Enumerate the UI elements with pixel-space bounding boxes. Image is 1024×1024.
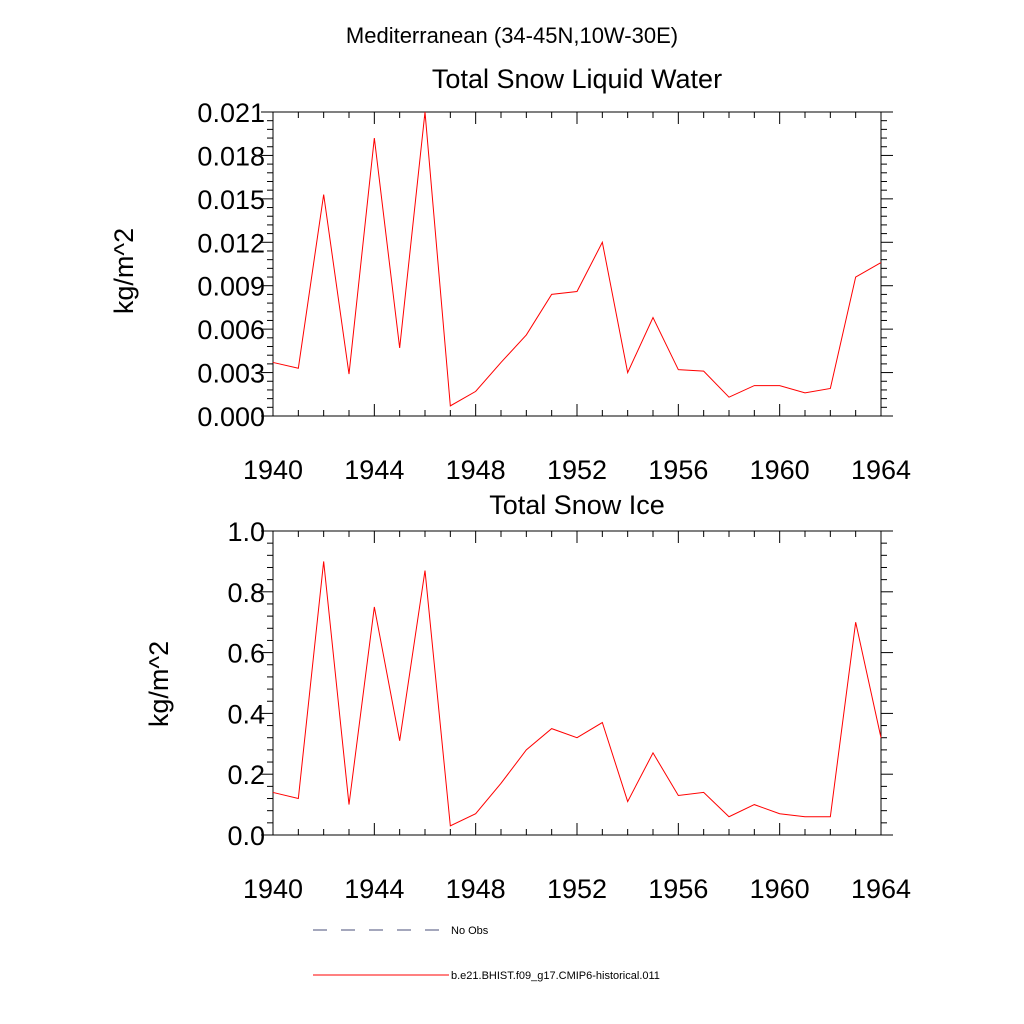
chart-panel-snow-liquid-water: Total Snow Liquid Water kg/m^2 1940 1944 1…: [109, 64, 911, 485]
panel-title: Total Snow Ice: [489, 490, 665, 520]
y-tick-label: 0.000: [197, 402, 265, 432]
panel-title: Total Snow Liquid Water: [432, 64, 722, 94]
x-tick-label: 1944: [344, 455, 404, 485]
x-tick-label: 1964: [851, 455, 911, 485]
legend-label-no-obs: No Obs: [451, 925, 489, 937]
series-line: [272, 561, 882, 827]
x-tick-label: 1948: [446, 455, 506, 485]
figure-title: Mediterranean (34-45N,10W-30E): [346, 23, 678, 48]
legend-label-model: b.e21.BHIST.f09_g17.CMIP6-historical.011: [451, 970, 660, 982]
y-tick-label: 0.6: [227, 639, 265, 669]
y-axis-title: kg/m^2: [144, 641, 174, 727]
x-tick-label: 1960: [750, 874, 810, 904]
x-tick-label: 1960: [750, 455, 810, 485]
y-tick-label: 0.006: [197, 315, 265, 345]
y-tick-label: 0.4: [227, 699, 265, 729]
y-tick-label: 0.015: [197, 185, 265, 215]
x-tick-label: 1944: [344, 874, 404, 904]
y-tick-label: 0.021: [197, 98, 265, 128]
y-tick-label: 0.0: [227, 821, 265, 851]
x-tick-label: 1952: [547, 874, 607, 904]
y-tick-label: 1.0: [227, 517, 265, 547]
y-tick-label: 0.009: [197, 272, 265, 302]
y-axis-title: kg/m^2: [109, 228, 139, 314]
x-tick-label: 1956: [648, 455, 708, 485]
chart-panel-snow-ice: Total Snow Ice kg/m^2 1940 1944 1948 1952 19…: [144, 490, 911, 904]
x-tick-label: 1964: [851, 874, 911, 904]
x-tick-label: 1940: [243, 455, 303, 485]
y-tick-label: 0.012: [197, 228, 265, 258]
plot-frame: [272, 111, 882, 417]
series-line: [272, 111, 882, 407]
x-tick-label: 1956: [648, 874, 708, 904]
y-tick-label: 0.003: [197, 359, 265, 389]
x-tick-label: 1940: [243, 874, 303, 904]
x-tick-label: 1948: [446, 874, 506, 904]
y-tick-label: 0.8: [227, 578, 265, 608]
legend: No Obs b.e21.BHIST.f09_g17.CMIP6-histori…: [313, 925, 660, 982]
y-tick-label: 0.018: [197, 141, 265, 171]
y-tick-label: 0.2: [227, 760, 265, 790]
x-tick-label: 1952: [547, 455, 607, 485]
